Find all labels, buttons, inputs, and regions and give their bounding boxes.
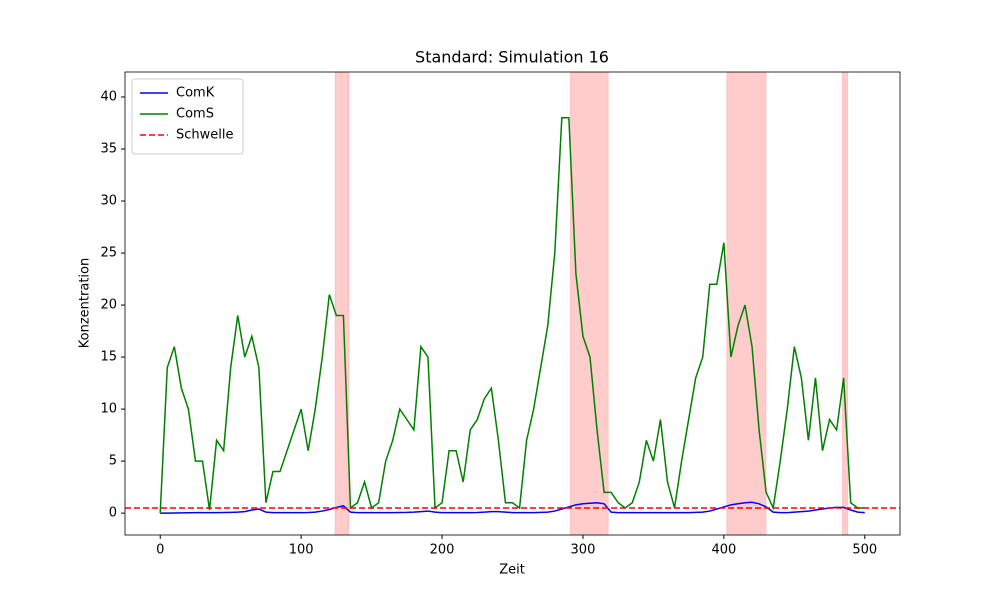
x-tick-label: 300 bbox=[571, 543, 596, 558]
plot-frame bbox=[124, 71, 901, 536]
y-tick-label: 35 bbox=[100, 141, 117, 156]
x-tick-label: 500 bbox=[852, 543, 877, 558]
y-tick-label: 10 bbox=[100, 402, 117, 417]
y-tick-label: 0 bbox=[109, 506, 117, 521]
x-tick-label: 100 bbox=[289, 543, 314, 558]
shaded-span bbox=[841, 71, 849, 536]
series-line bbox=[159, 117, 865, 514]
shaded-span bbox=[334, 71, 350, 536]
legend-label: ComK bbox=[176, 86, 215, 101]
x-tick-label: 0 bbox=[156, 543, 164, 558]
chart-title: Standard: Simulation 16 bbox=[415, 48, 609, 67]
y-tick-label: 40 bbox=[100, 89, 117, 104]
y-tick-label: 5 bbox=[109, 454, 117, 469]
series-line bbox=[160, 501, 865, 514]
x-tick-label: 400 bbox=[711, 543, 736, 558]
shaded-span bbox=[726, 71, 767, 536]
y-tick-label: 30 bbox=[100, 194, 117, 209]
legend-label: Schwelle bbox=[176, 128, 234, 143]
x-tick-label: 200 bbox=[430, 543, 455, 558]
y-tick-label: 25 bbox=[100, 246, 117, 261]
y-tick-label: 20 bbox=[100, 298, 117, 313]
legend-label: ComS bbox=[176, 107, 214, 122]
x-axis-label: Zeit bbox=[499, 563, 525, 578]
shaded-span bbox=[569, 71, 609, 536]
y-axis-label: Konzentration bbox=[78, 258, 93, 348]
y-tick-label: 15 bbox=[100, 350, 117, 365]
